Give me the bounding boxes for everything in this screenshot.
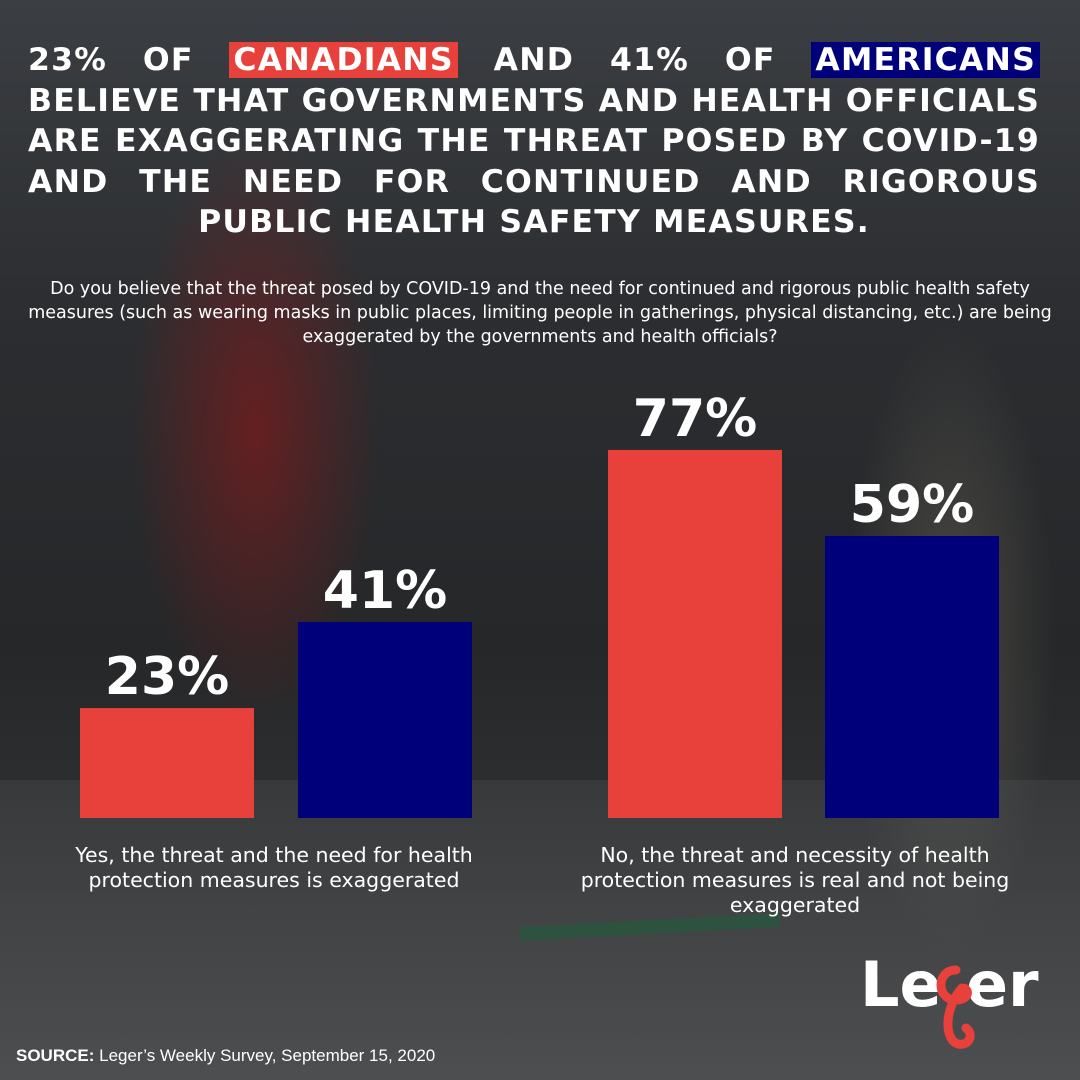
leger-logo-L: Le [860, 948, 942, 1021]
headline: 23% OF CANADIANS AND 41% OF AMERICANS BE… [28, 40, 1040, 243]
data-label-americans-yes: 41% [323, 561, 447, 621]
category-label-no: No, the threat and necessity of health p… [580, 843, 1010, 917]
headline-americans-highlight: AMERICANS [811, 42, 1040, 78]
headline-text-2: AND 41% OF [457, 42, 812, 78]
bar-americans-no [825, 535, 999, 818]
headline-text-3: BELIEVE THAT GOVERNMENTS AND HEALTH OFFI… [28, 82, 1040, 241]
source-label: SOURCE: [16, 1046, 95, 1065]
category-label-yes: Yes, the threat and the need for health … [75, 843, 473, 892]
data-label-americans-no: 59% [850, 475, 974, 535]
source-note: SOURCE: Leger’s Weekly Survey, September… [16, 1046, 435, 1066]
leger-logo: Le er [860, 948, 1039, 1049]
bar-americans-yes [298, 622, 472, 818]
survey-question: Do you believe that the threat posed by … [28, 279, 1052, 347]
leger-logo-g-icon [936, 965, 975, 1049]
data-label-canadians-yes: 23% [105, 647, 229, 707]
bar-canadians-no [608, 449, 782, 818]
data-label-canadians-no: 77% [633, 389, 757, 449]
headline-canadians-highlight: CANADIANS [229, 42, 458, 78]
source-text: Leger’s Weekly Survey, September 15, 202… [94, 1046, 436, 1065]
headline-text-1: 23% OF [28, 42, 230, 78]
leger-logo-er: er [966, 948, 1039, 1021]
bar-canadians-yes [80, 708, 254, 818]
